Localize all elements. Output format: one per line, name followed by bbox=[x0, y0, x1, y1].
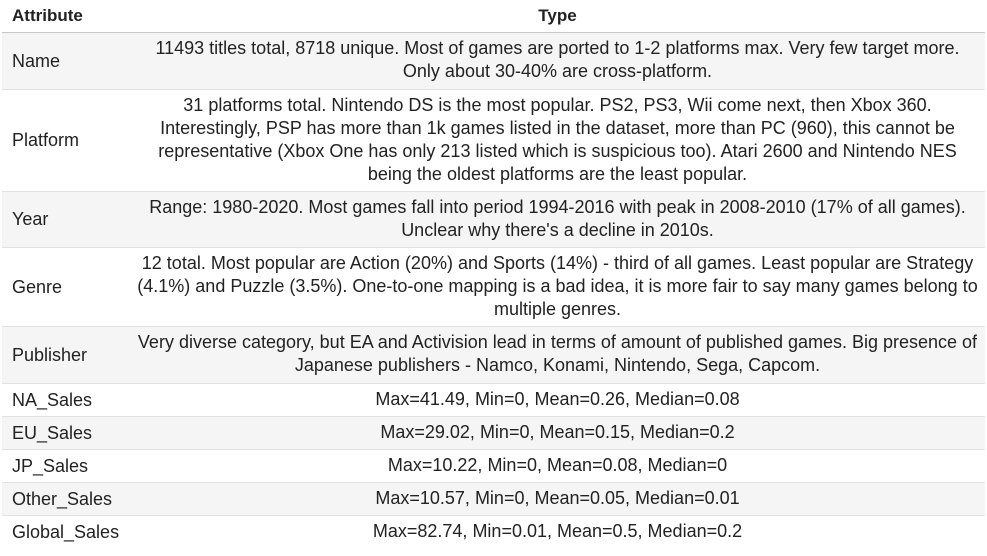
type-cell: Very diverse category, but EA and Activi… bbox=[130, 326, 985, 384]
type-cell: 12 total. Most popular are Action (20%) … bbox=[130, 247, 985, 327]
table-body: Name 11493 titles total, 8718 unique. Mo… bbox=[2, 32, 985, 549]
attribute-cell: JP_Sales bbox=[2, 449, 130, 483]
type-cell: 31 platforms total. Nintendo DS is the m… bbox=[130, 89, 985, 192]
type-cell: Max=41.49, Min=0, Mean=0.26, Median=0.08 bbox=[130, 383, 985, 417]
attribute-cell: EU_Sales bbox=[2, 416, 130, 450]
table-row: JP_Sales Max=10.22, Min=0, Mean=0.08, Me… bbox=[2, 449, 985, 483]
type-cell: Max=82.74, Min=0.01, Mean=0.5, Median=0.… bbox=[130, 515, 985, 549]
attribute-cell: Platform bbox=[2, 89, 130, 192]
header-row: Attribute Type bbox=[2, 0, 985, 33]
table-row: Publisher Very diverse category, but EA … bbox=[2, 326, 985, 384]
table-row: Global_Sales Max=82.74, Min=0.01, Mean=0… bbox=[2, 515, 985, 549]
attribute-cell: Publisher bbox=[2, 326, 130, 384]
table-row: Platform 31 platforms total. Nintendo DS… bbox=[2, 89, 985, 192]
table-row: NA_Sales Max=41.49, Min=0, Mean=0.26, Me… bbox=[2, 383, 985, 417]
table-header: Attribute Type bbox=[2, 0, 985, 33]
type-cell: 11493 titles total, 8718 unique. Most of… bbox=[130, 32, 985, 90]
attribute-cell: Other_Sales bbox=[2, 482, 130, 516]
table-row: Year Range: 1980-2020. Most games fall i… bbox=[2, 191, 985, 248]
table-row: Genre 12 total. Most popular are Action … bbox=[2, 247, 985, 327]
table-row: Other_Sales Max=10.57, Min=0, Mean=0.05,… bbox=[2, 482, 985, 516]
column-header-attribute: Attribute bbox=[2, 0, 130, 33]
column-header-type: Type bbox=[130, 0, 985, 33]
type-cell: Max=29.02, Min=0, Mean=0.15, Median=0.2 bbox=[130, 416, 985, 450]
type-cell: Range: 1980-2020. Most games fall into p… bbox=[130, 191, 985, 248]
type-cell: Max=10.57, Min=0, Mean=0.05, Median=0.01 bbox=[130, 482, 985, 516]
attribute-cell: Name bbox=[2, 32, 130, 90]
table-row: EU_Sales Max=29.02, Min=0, Mean=0.15, Me… bbox=[2, 416, 985, 450]
table-row: Name 11493 titles total, 8718 unique. Mo… bbox=[2, 32, 985, 90]
attribute-cell: Year bbox=[2, 191, 130, 248]
attribute-cell: Global_Sales bbox=[2, 515, 130, 549]
type-cell: Max=10.22, Min=0, Mean=0.08, Median=0 bbox=[130, 449, 985, 483]
attribute-cell: NA_Sales bbox=[2, 383, 130, 417]
attribute-cell: Genre bbox=[2, 247, 130, 327]
